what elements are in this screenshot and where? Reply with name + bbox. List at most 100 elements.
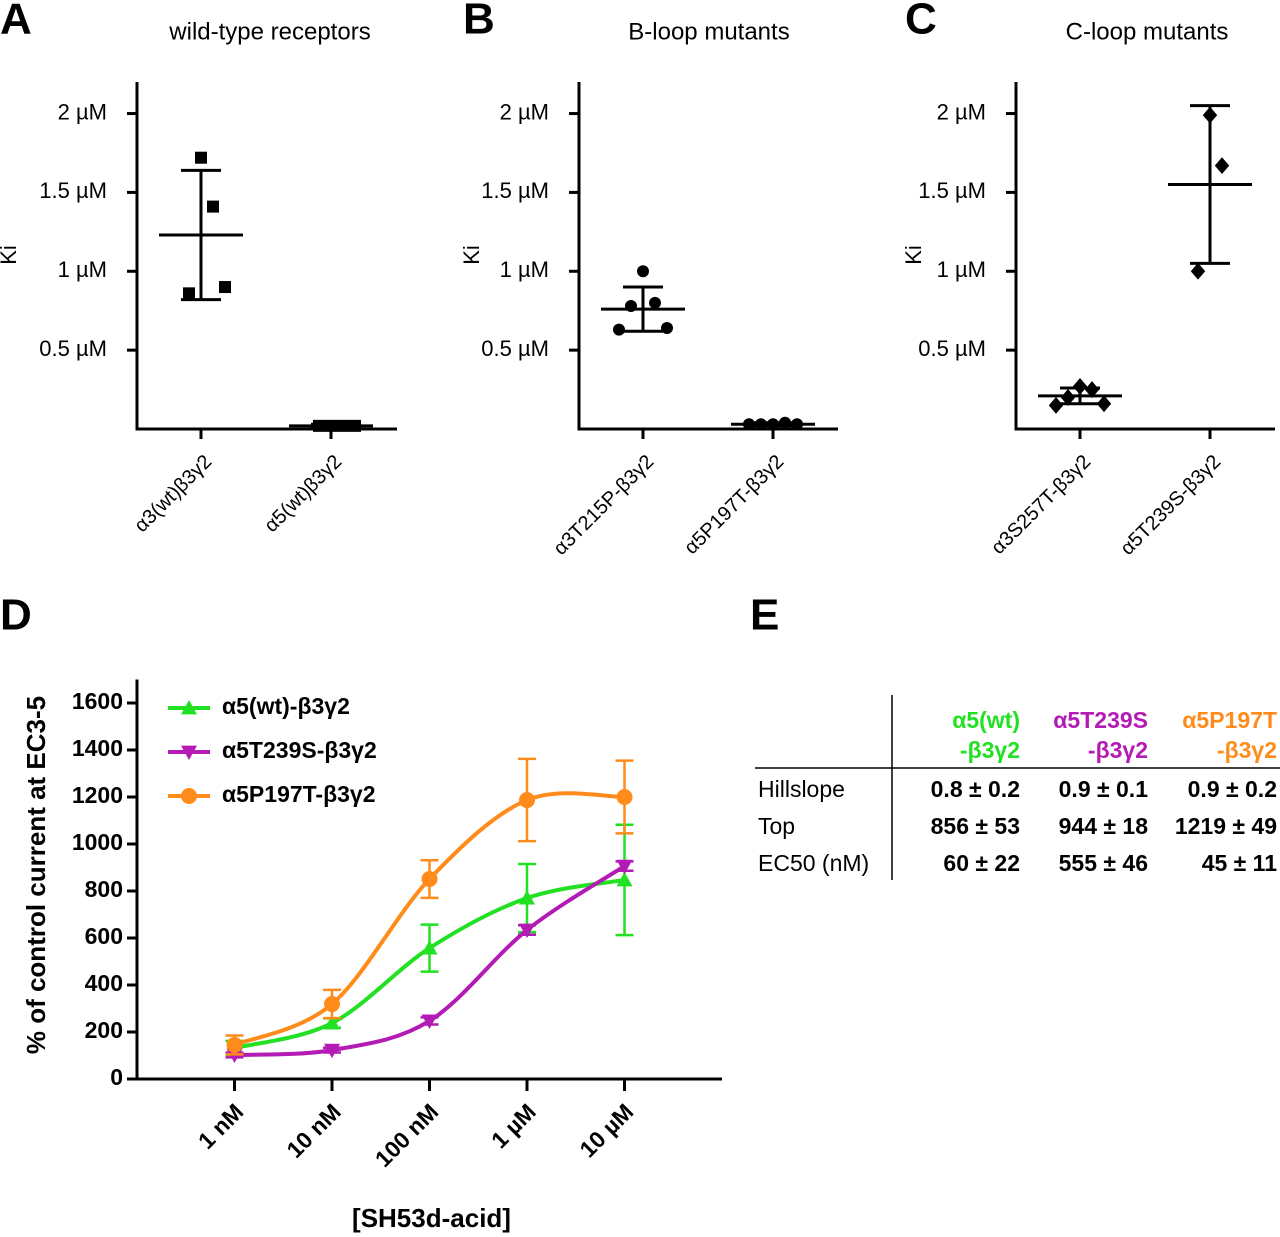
x-tick-label: α5T239S-β3γ2: [1116, 451, 1225, 560]
table-cell: 45 ± 11: [1202, 850, 1278, 876]
point: [207, 200, 219, 213]
x-tick-label: 10 nM: [281, 1098, 345, 1162]
panel-title: C-loop mutants: [1066, 18, 1229, 45]
point: [421, 1014, 438, 1029]
sd-bar: [753, 421, 793, 428]
y-tick-label: 1 µM: [500, 257, 549, 282]
point: [421, 871, 438, 888]
table-cell: 0.8 ± 0.2: [931, 776, 1020, 802]
panel-letter: B: [463, 0, 495, 44]
y-tick-label: 800: [85, 876, 123, 902]
y-tick-label: 2 µM: [937, 99, 986, 124]
table-cell: 0.9 ± 0.1: [1059, 776, 1149, 802]
point: [1072, 378, 1088, 395]
point: [324, 996, 340, 1013]
y-tick-label: 1600: [72, 688, 123, 714]
legend-label: α5T239S-β3γ2: [222, 737, 377, 763]
panel-title: wild-type receptors: [168, 18, 370, 45]
table-cell: 0.9 ± 0.2: [1188, 776, 1277, 802]
sd-bar: [181, 168, 221, 302]
y-tick-label: 0.5 µM: [39, 336, 107, 361]
point: [1214, 157, 1230, 174]
y-tick-label: 1 µM: [58, 257, 107, 282]
table-cell: 1219 ± 49: [1175, 813, 1277, 839]
axes: [577, 82, 838, 431]
y-tick-label: 2 µM: [58, 99, 107, 124]
point: [1060, 389, 1076, 406]
y-tick-label: 1200: [72, 782, 123, 808]
column-header: -β3γ2: [960, 737, 1020, 763]
point: [661, 322, 673, 335]
x-tick-label: 10 µM: [574, 1098, 638, 1162]
panel-letter: A: [0, 0, 32, 44]
panel-letter: E: [750, 591, 779, 640]
sd-bar: [623, 285, 663, 333]
point: [219, 281, 231, 294]
legend-label: α5P197T-β3γ2: [222, 781, 376, 807]
row-label: Hillslope: [758, 776, 845, 802]
panel-letter: C: [905, 0, 937, 44]
point: [1084, 381, 1100, 398]
y-tick-label: 0.5 µM: [918, 336, 986, 361]
x-tick-label: α5(wt)β3γ2: [260, 451, 346, 537]
x-tick-label: 1 µM: [486, 1098, 541, 1153]
point: [637, 265, 649, 278]
y-tick-label: 2 µM: [500, 99, 549, 124]
y-tick-label: 600: [85, 923, 123, 949]
table-cell: 856 ± 53: [931, 813, 1020, 839]
y-tick-label: 0: [110, 1064, 123, 1090]
x-axis-label: [SH53d-acid]: [352, 1203, 511, 1233]
point: [649, 296, 661, 309]
legend-label: α5(wt)-β3γ2: [222, 693, 350, 719]
point: [324, 1015, 340, 1030]
y-axis-label: % of control current at EC3-5: [21, 696, 51, 1054]
table-cell: 944 ± 18: [1059, 813, 1149, 839]
y-tick-label: 1.5 µM: [39, 178, 107, 203]
point: [1048, 396, 1064, 414]
point: [183, 287, 195, 300]
sd-bar: [1060, 386, 1100, 406]
point: [226, 1048, 243, 1064]
y-tick-label: 1.5 µM: [918, 178, 986, 203]
row-label: Top: [758, 813, 795, 839]
column-header: -β3γ2: [1088, 737, 1148, 763]
y-tick-label: 1400: [72, 735, 123, 761]
y-axis-label: Ki: [459, 245, 484, 265]
y-tick-label: 1.5 µM: [481, 178, 549, 203]
y-axis-label: Ki: [901, 245, 926, 265]
column-header: α5(wt): [952, 707, 1020, 733]
point: [1190, 262, 1206, 280]
x-tick-label: α3S257T-β3γ2: [987, 451, 1095, 559]
column-header: -β3γ2: [1217, 737, 1277, 763]
x-tick-label: α3T215P-β3γ2: [549, 451, 658, 560]
axes: [1014, 82, 1275, 431]
x-tick-label: 1 nM: [193, 1098, 248, 1153]
point: [616, 789, 633, 805]
x-tick-label: 100 nM: [370, 1098, 444, 1172]
point: [195, 151, 207, 164]
point: [421, 940, 438, 955]
point: [519, 792, 535, 809]
panel-letter: D: [0, 591, 32, 640]
y-axis-label: Ki: [0, 245, 21, 265]
point: [324, 1043, 340, 1059]
axes: [135, 82, 397, 431]
column-header: α5T239S: [1053, 707, 1148, 733]
legend-marker: [181, 788, 197, 804]
y-tick-label: 1000: [72, 829, 123, 855]
point: [1096, 395, 1112, 413]
point: [616, 871, 633, 887]
table-cell: 555 ± 46: [1059, 850, 1148, 876]
y-tick-label: 0.5 µM: [481, 336, 549, 361]
row-label: EC50 (nM): [758, 850, 869, 876]
sd-bar: [311, 422, 351, 429]
sd-bar: [1190, 104, 1230, 265]
x-tick-label: α3(wt)β3γ2: [130, 451, 216, 537]
legend-marker: [181, 700, 197, 715]
point: [613, 323, 625, 336]
y-tick-label: 400: [85, 970, 123, 996]
legend-marker: [181, 745, 197, 760]
fit-curve: [233, 791, 625, 1047]
point: [616, 859, 633, 875]
